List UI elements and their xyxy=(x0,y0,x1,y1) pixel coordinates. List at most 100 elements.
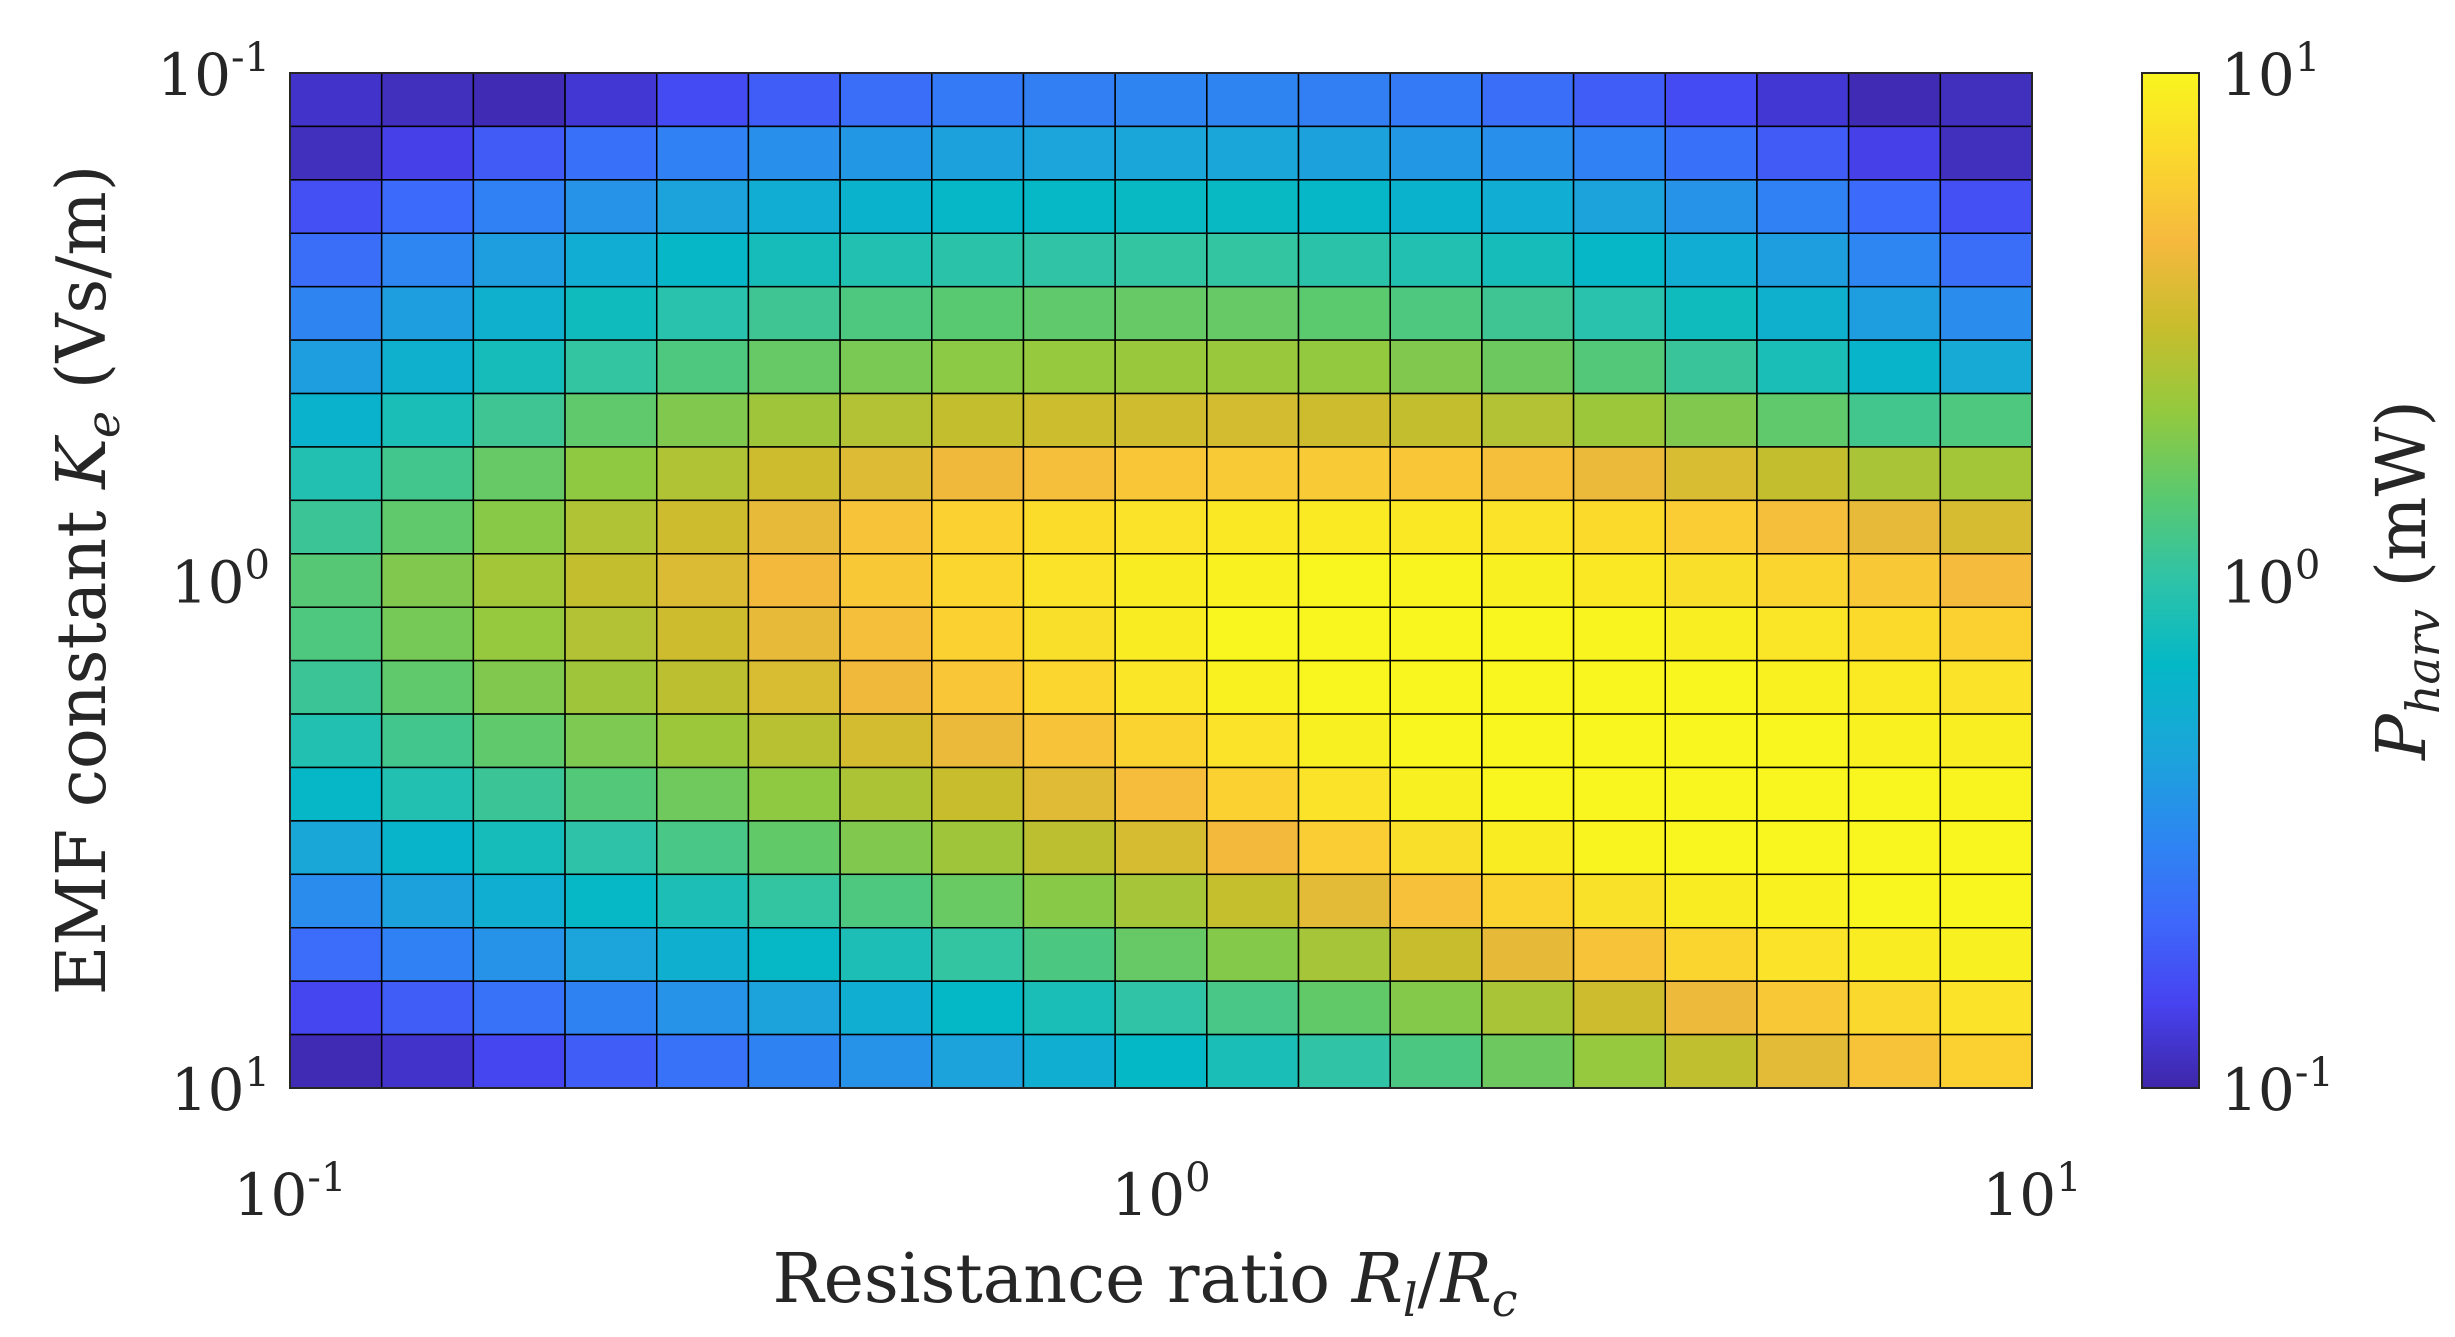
heatmap-cell xyxy=(747,606,841,662)
heatmap-cell xyxy=(1481,499,1575,555)
heatmap-cell xyxy=(1297,659,1391,715)
heatmap-cell xyxy=(564,392,658,448)
heatmap-cell xyxy=(1847,446,1942,502)
heatmap-cell xyxy=(1022,659,1116,715)
heatmap-cell xyxy=(380,713,475,769)
heatmap-cell xyxy=(1297,926,1391,982)
heatmap-cell xyxy=(1114,766,1208,822)
heatmap-cell xyxy=(472,553,566,608)
heatmap-cell xyxy=(655,125,750,181)
heatmap-cell xyxy=(839,232,933,288)
x-axis-label-text: Resistance ratio xyxy=(772,1240,1351,1319)
heatmap-cell xyxy=(931,659,1025,715)
heatmap-cell xyxy=(655,499,750,555)
heatmap-cell xyxy=(380,285,475,341)
heatmap-cell xyxy=(931,392,1025,448)
heatmap-cell xyxy=(1664,873,1758,929)
heatmap-cell xyxy=(931,553,1025,608)
heatmap-cell xyxy=(1114,392,1208,448)
heatmap-cell xyxy=(1389,446,1483,502)
heatmap-cell xyxy=(1664,446,1758,502)
colorbar-tick-label: 100 xyxy=(2221,543,2320,617)
heatmap-cell xyxy=(380,179,475,235)
heatmap-cell xyxy=(1664,499,1758,555)
heatmap-cell xyxy=(1847,926,1942,982)
heatmap-cell xyxy=(839,446,933,502)
colorbar-tick-label-exponent: 1 xyxy=(2295,35,2320,81)
heatmap-cell xyxy=(1022,926,1116,982)
heatmap-cell xyxy=(1847,125,1942,181)
y-tick-label-exponent: -1 xyxy=(231,35,270,81)
heatmap-cell xyxy=(472,873,566,929)
heatmap-cell xyxy=(289,446,383,502)
heatmap-cell xyxy=(655,926,750,982)
heatmap-cell xyxy=(564,232,658,288)
heatmap-cell xyxy=(380,499,475,555)
heatmap-cell xyxy=(1389,339,1483,395)
heatmap-cell xyxy=(472,446,566,502)
x-axis-ticks: 10-1 100 101 xyxy=(234,1155,2082,1229)
heatmap-cell xyxy=(564,926,658,982)
heatmap-cell xyxy=(1297,553,1391,608)
heatmap-cell xyxy=(1572,392,1667,448)
heatmap-cell xyxy=(1114,553,1208,608)
heatmap-cell xyxy=(564,179,658,235)
heatmap-cell xyxy=(1939,606,2033,662)
heatmap-cell xyxy=(931,926,1025,982)
heatmap-cell xyxy=(655,553,750,608)
heatmap-cell xyxy=(1206,72,1300,128)
heatmap-cell xyxy=(1389,820,1483,876)
heatmap-cell xyxy=(1939,125,2033,181)
heatmap-cell xyxy=(1481,606,1575,662)
heatmap-cell xyxy=(1297,179,1391,235)
heatmap-cell xyxy=(1206,926,1300,982)
colorbar-tick-label: 101 xyxy=(2221,35,2320,109)
heatmap-cell xyxy=(564,606,658,662)
heatmap-cell xyxy=(1297,1033,1391,1089)
heatmap-cell xyxy=(1022,392,1116,448)
heatmap-cell xyxy=(655,1033,750,1089)
heatmap-cell xyxy=(472,285,566,341)
heatmap-cell xyxy=(1847,980,1942,1036)
heatmap-cell xyxy=(380,392,475,448)
heatmap-cell xyxy=(289,980,383,1036)
x-tick-label-exponent: -1 xyxy=(307,1155,346,1201)
heatmap-cell xyxy=(289,179,383,235)
heatmap-cell xyxy=(931,980,1025,1036)
heatmap-cell xyxy=(655,873,750,929)
heatmap-cell xyxy=(931,766,1025,822)
heatmap-cell xyxy=(1114,446,1208,502)
heatmap-cell xyxy=(839,873,933,929)
heatmap-cell xyxy=(380,339,475,395)
x-axis-label-var-1: R xyxy=(1350,1240,1403,1319)
heatmap-cell xyxy=(1389,499,1483,555)
heatmap-cell xyxy=(1389,125,1483,181)
heatmap-cell xyxy=(472,659,566,715)
heatmap-cell xyxy=(1756,232,1850,288)
heatmap-cell xyxy=(564,713,658,769)
heatmap-cell xyxy=(655,392,750,448)
heatmap-cell xyxy=(1756,980,1850,1036)
heatmap-cell xyxy=(564,446,658,502)
x-tick-label-base: 10 xyxy=(1111,1161,1185,1229)
heatmap-cell xyxy=(1022,339,1116,395)
heatmap-cell xyxy=(1481,766,1575,822)
heatmap-cell xyxy=(1114,873,1208,929)
y-tick-label-base: 10 xyxy=(171,549,245,617)
heatmap-cell xyxy=(472,980,566,1036)
heatmap-cell xyxy=(931,72,1025,128)
heatmap-cell xyxy=(380,766,475,822)
heatmap-cell xyxy=(1664,820,1758,876)
heatmap-cell xyxy=(1572,446,1667,502)
heatmap-cell xyxy=(1572,339,1667,395)
heatmap-cell xyxy=(655,72,750,128)
heatmap-cell xyxy=(655,339,750,395)
plot-frame xyxy=(289,72,2033,1089)
heatmap-cell xyxy=(1756,873,1850,929)
heatmap-cell xyxy=(1389,926,1483,982)
heatmap-cell xyxy=(1939,285,2033,341)
heatmap-cell xyxy=(747,1033,841,1089)
heatmap-cell xyxy=(1572,926,1667,982)
y-tick-label-exponent: 1 xyxy=(245,1050,270,1096)
